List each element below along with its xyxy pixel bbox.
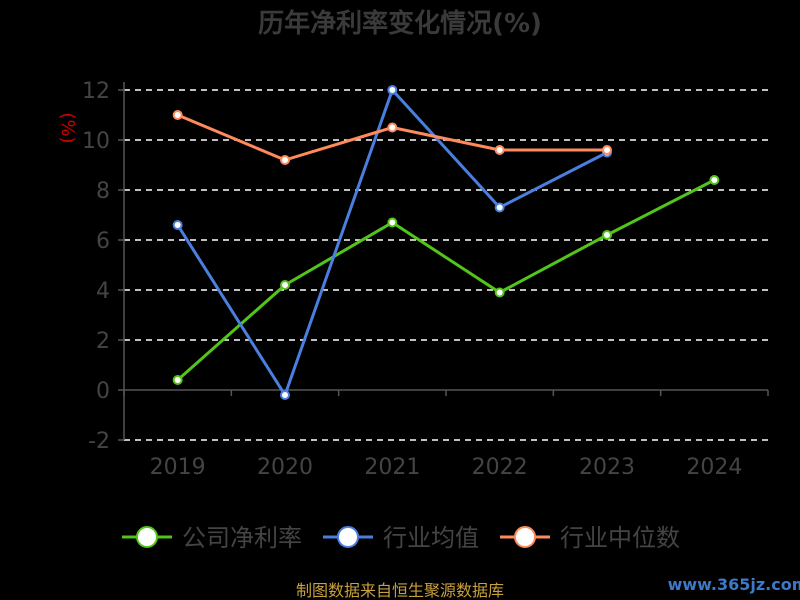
y-axis-unit: (%): [57, 112, 78, 143]
x-tick-label-2023: 2023: [579, 455, 635, 480]
axes: [123, 82, 769, 440]
grid-lines: [118, 89, 768, 441]
x-tick-label-2021: 2021: [364, 455, 420, 480]
chart-title: 历年净利率变化情况(%): [258, 8, 542, 39]
legend: 公司净利率 行业均值 行业中位数: [122, 524, 680, 552]
data-series: [172, 85, 720, 400]
data-point-2021[interactable]: [387, 122, 398, 133]
legend-item-2[interactable]: 行业均值: [323, 524, 479, 552]
data-point-2022[interactable]: [494, 287, 505, 298]
y-tick-label: 6: [96, 229, 110, 254]
data-point-2020[interactable]: [280, 280, 290, 290]
data-point-2022[interactable]: [494, 202, 505, 213]
data-point-2019[interactable]: [172, 220, 183, 230]
y-tick-label: 12: [82, 79, 110, 104]
series-line: [176, 88, 608, 397]
legend-label: 行业中位数: [560, 524, 680, 552]
y-tick-label: 2: [96, 329, 110, 354]
legend-item-3[interactable]: 行业中位数: [500, 524, 680, 552]
x-tick-label-2022: 2022: [472, 455, 528, 480]
y-tick-label: 8: [96, 179, 110, 204]
data-point-2020[interactable]: [280, 155, 290, 165]
data-point-2019[interactable]: [172, 375, 183, 385]
legend-marker: [136, 526, 158, 548]
series-2: [172, 85, 612, 400]
watermark: www.365jz.com: [668, 575, 800, 594]
legend-label: 公司净利率: [182, 524, 302, 552]
y-tick-label: 4: [96, 279, 110, 304]
series-1: [172, 175, 720, 385]
legend-item-1[interactable]: 公司净利率: [122, 524, 302, 552]
data-point-2024[interactable]: [709, 175, 720, 185]
data-point-2021[interactable]: [387, 85, 398, 95]
series-line: [177, 113, 607, 162]
series-3: [172, 110, 612, 165]
y-tick-label: -2: [88, 429, 110, 454]
data-point-2022[interactable]: [494, 145, 505, 155]
data-point-2020[interactable]: [280, 390, 290, 400]
data-point-2021[interactable]: [387, 217, 398, 228]
data-point-2023[interactable]: [602, 145, 612, 155]
y-tick-labels: -2 0 2 4 6 8 10 12: [82, 79, 110, 454]
data-source-note: 制图数据来自恒生聚源数据库: [296, 581, 504, 600]
y-tick-label: 10: [82, 129, 110, 154]
legend-marker: [514, 526, 536, 548]
x-tick-labels: 2019 2020 2021 2022 2023 2024: [150, 455, 743, 480]
x-tick-label-2019: 2019: [150, 455, 206, 480]
data-point-2023[interactable]: [602, 230, 612, 240]
y-tick-label: 0: [96, 379, 110, 404]
legend-marker: [337, 526, 359, 548]
x-tick-label-2024: 2024: [686, 455, 742, 480]
series-line: [176, 178, 716, 382]
data-point-2019[interactable]: [172, 110, 183, 120]
x-tick-label-2020: 2020: [257, 455, 313, 480]
legend-label: 行业均值: [383, 524, 479, 552]
